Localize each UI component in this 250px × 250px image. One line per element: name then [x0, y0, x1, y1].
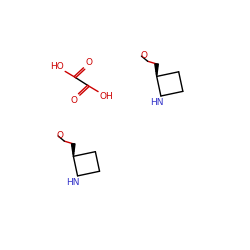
Text: OH: OH — [99, 92, 113, 101]
Text: O: O — [70, 96, 78, 105]
Text: HN: HN — [150, 98, 163, 107]
Text: O: O — [140, 51, 147, 60]
Text: HN: HN — [66, 178, 80, 187]
Polygon shape — [155, 64, 158, 76]
Text: O: O — [57, 131, 64, 140]
Text: O: O — [86, 58, 93, 67]
Text: HO: HO — [50, 62, 64, 70]
Polygon shape — [72, 144, 75, 156]
